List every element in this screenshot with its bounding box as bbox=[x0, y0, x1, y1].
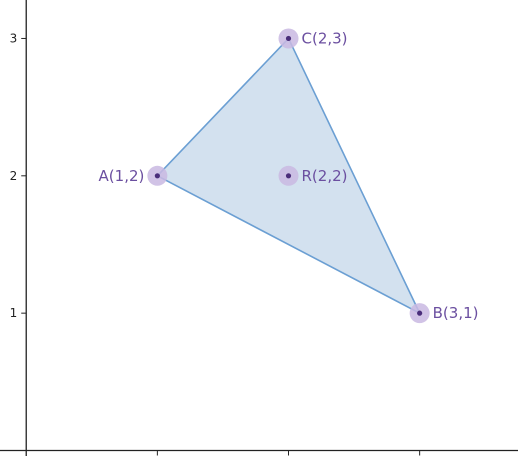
point-C-dot bbox=[285, 35, 292, 42]
point-R: R(2,2) bbox=[278, 165, 348, 186]
y-tick-label-3: 3 bbox=[10, 31, 18, 45]
point-B-dot bbox=[417, 310, 423, 316]
point-R-dot bbox=[285, 173, 292, 179]
point-A: A(1,2) bbox=[99, 165, 168, 186]
y-tick-label-2: 2 bbox=[10, 169, 18, 183]
y-tick-label-1: 1 bbox=[10, 306, 18, 320]
point-A-label: A(1,2) bbox=[99, 167, 145, 185]
points-layer: A(1,2) B(3,1) C(2,3) R(2,2) bbox=[99, 28, 479, 324]
point-C: C(2,3) bbox=[278, 28, 348, 49]
point-B: B(3,1) bbox=[409, 303, 479, 324]
point-A-dot bbox=[154, 173, 160, 179]
point-C-label: C(2,3) bbox=[302, 29, 348, 47]
point-B-label: B(3,1) bbox=[433, 304, 479, 322]
axis-ticks: 0123123 bbox=[10, 31, 421, 456]
point-R-label: R(2,2) bbox=[302, 167, 348, 185]
